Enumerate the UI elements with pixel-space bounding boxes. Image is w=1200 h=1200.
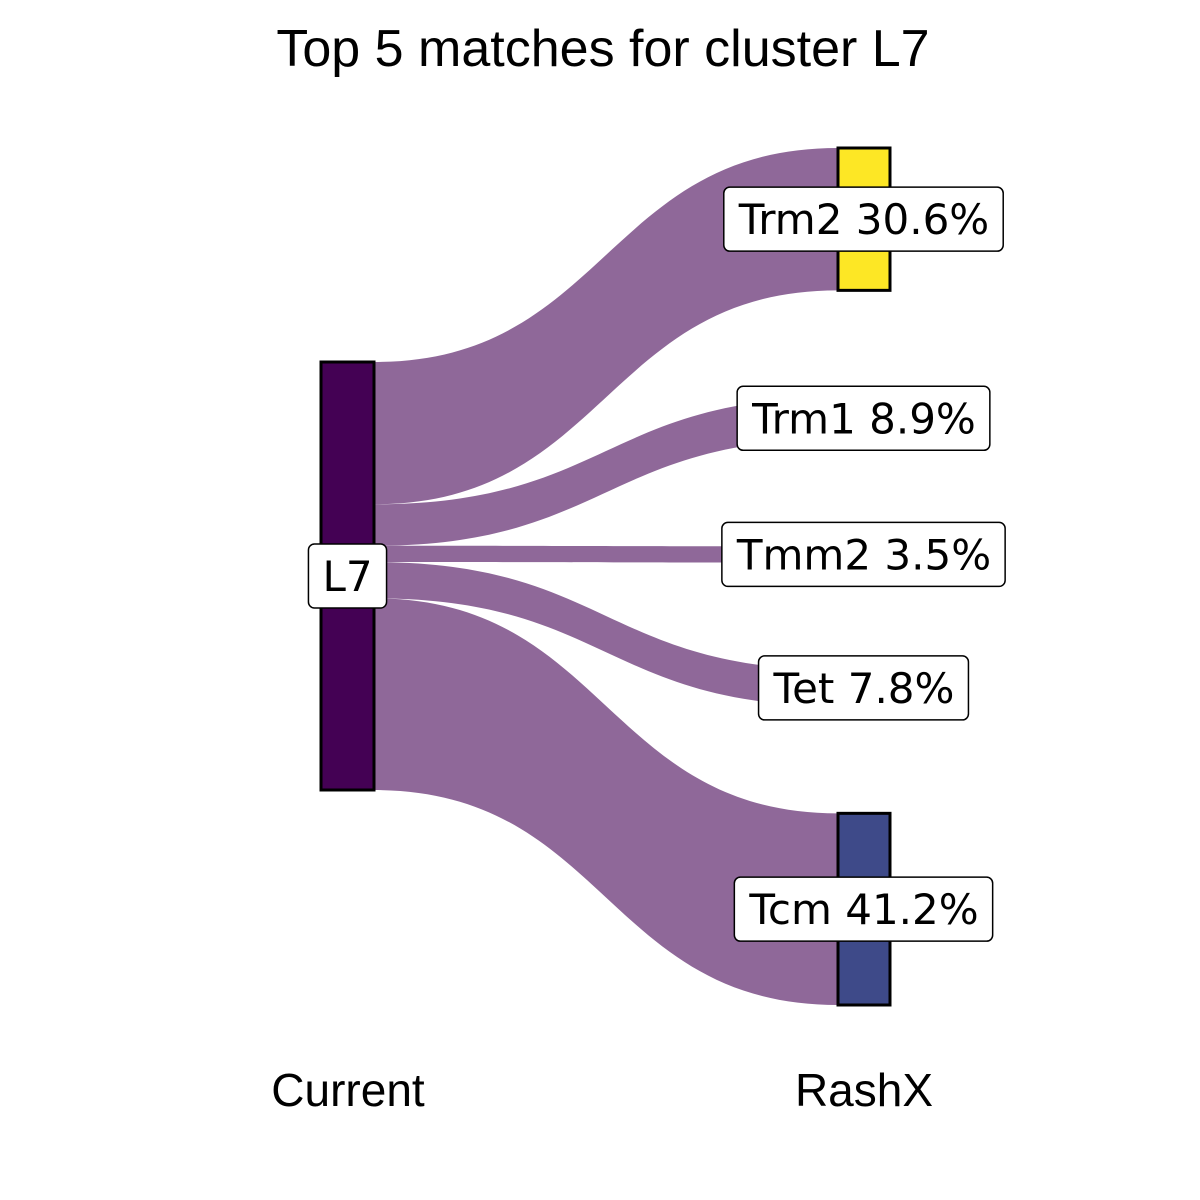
flow-trm1 [374, 397, 838, 546]
flow-tcm [374, 598, 838, 1005]
axis-label-current: Current [271, 1064, 425, 1116]
flows-group [374, 148, 838, 1005]
source-label-l7: L7 [307, 543, 388, 609]
target-label-trm1-text: Trm1 8.9% [751, 394, 976, 443]
target-label-trm2-text: Trm2 30.6% [738, 195, 989, 244]
labels-group: Trm2 30.6% Trm1 8.9% Tmm2 3.5% Tet 7.8% Tcm … [307, 186, 1006, 942]
target-label-trm2: Trm2 30.6% [723, 186, 1004, 252]
target-label-tet-box [757, 655, 970, 721]
source-label-l7-box [307, 543, 388, 609]
axis-label-rashx: RashX [795, 1064, 933, 1116]
target-label-tet-text: Tet 7.8% [773, 664, 955, 713]
flow-tet [374, 562, 838, 707]
flow-trm2 [374, 148, 838, 505]
source-label-l7-text: L7 [322, 552, 372, 601]
target-label-tet: Tet 7.8% [757, 655, 970, 721]
target-label-tmm2-box [721, 521, 1006, 588]
target-label-trm1-box [736, 385, 991, 452]
target-label-tmm2-text: Tmm2 3.5% [736, 530, 991, 579]
target-label-trm2-box [723, 186, 1004, 252]
target-label-trm1: Trm1 8.9% [736, 385, 991, 452]
target-label-tcm: Tcm 41.2% [733, 876, 994, 942]
target-label-tmm2: Tmm2 3.5% [721, 521, 1006, 588]
target-label-tcm-box [733, 876, 994, 942]
target-label-tcm-text: Tcm 41.2% [748, 885, 978, 934]
chart-title: Top 5 matches for cluster L7 [276, 20, 929, 78]
